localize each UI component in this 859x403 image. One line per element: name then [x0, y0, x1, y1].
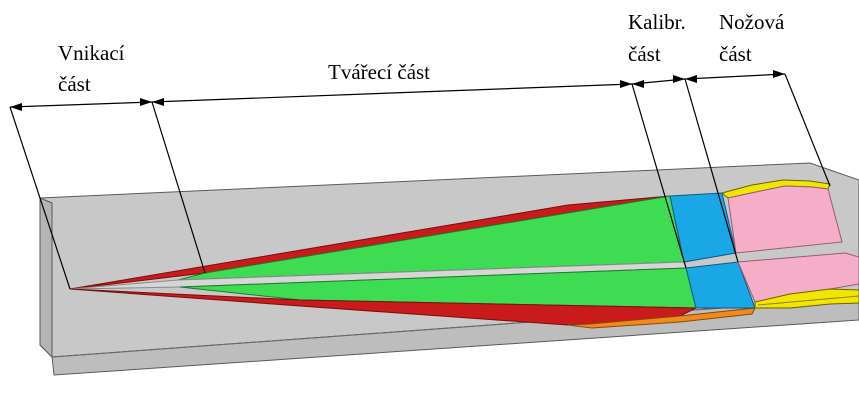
arrowhead	[673, 75, 685, 83]
extension-line-forming-start	[151, 101, 206, 274]
plate-left-face	[39, 197, 53, 359]
calibration-section	[669, 192, 756, 309]
dimension-line-nozova	[684, 73, 786, 80]
extension-line-start	[9, 106, 71, 290]
extension-line-knife-start	[684, 78, 739, 263]
knife-lower-pink-face	[737, 252, 859, 303]
arrowhead	[10, 103, 22, 111]
dimension-line-vnikaci	[9, 101, 153, 108]
label-vnikaci-cast-line2: část	[58, 72, 91, 96]
label-kalibr-cast-line1: Kalibr.	[628, 10, 686, 34]
extension-line-end	[784, 73, 831, 187]
knife-lower-yellow-ridge	[757, 295, 859, 306]
arrowhead	[140, 98, 152, 106]
label-nozova-cast-line2: část	[719, 42, 752, 66]
dimension-line-tvareci	[151, 83, 633, 103]
dimension-lines	[9, 70, 786, 111]
knife-section	[720, 179, 859, 309]
extension-lines	[9, 73, 831, 290]
label-kalibr-cast-line2: část	[628, 42, 661, 66]
forming-lower-orange-edge	[567, 307, 756, 329]
label-nozova-cast-line1: Nožová	[719, 10, 785, 34]
forming-section	[69, 195, 756, 329]
arrowhead	[685, 75, 697, 83]
knife-upper-pink-face	[727, 185, 843, 254]
arrowhead	[152, 98, 164, 106]
arrowhead	[620, 80, 632, 88]
extension-line-calibration-start	[631, 83, 687, 269]
label-tvareci-cast: Tvářecí část	[328, 60, 431, 84]
arrowhead	[773, 70, 785, 78]
label-vnikaci-cast-line1: Vnikací	[58, 41, 125, 65]
arrowhead	[632, 80, 644, 88]
